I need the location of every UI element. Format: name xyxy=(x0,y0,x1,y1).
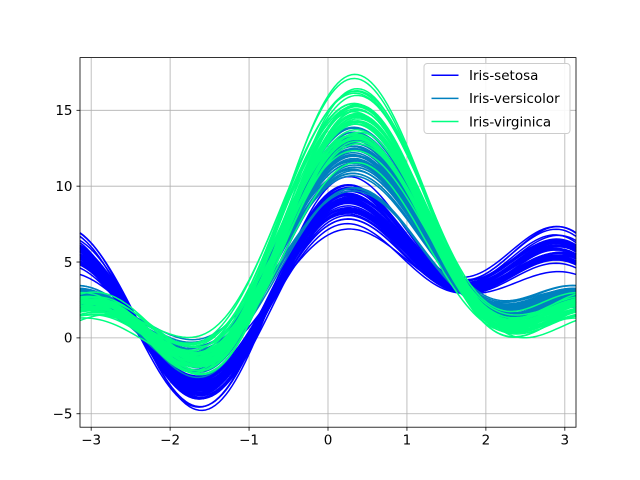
legend-label: Iris-setosa xyxy=(469,68,538,84)
legend: Iris-setosa Iris-versicolor Iris-virginica xyxy=(423,63,571,134)
tick-group: −3 −2 −1 0 1 2 3 −5 0 5 10 15 xyxy=(53,103,570,449)
x-tick-label: 3 xyxy=(561,433,570,449)
y-tick-label: 15 xyxy=(55,103,72,119)
x-tick-label: −2 xyxy=(160,433,180,449)
x-tick-label: −1 xyxy=(239,433,259,449)
andrews-curve-Iris-virginica xyxy=(79,137,577,348)
x-tick-label: −3 xyxy=(81,433,101,449)
andrews-curve-Iris-virginica xyxy=(79,135,577,359)
y-tick-label: −5 xyxy=(53,407,73,423)
andrews-curve-Iris-virginica xyxy=(79,123,577,361)
andrews-curve-Iris-setosa xyxy=(79,184,577,408)
andrews-curve-Iris-setosa xyxy=(79,205,577,386)
x-tick-label: 0 xyxy=(324,433,333,449)
legend-box xyxy=(423,63,571,134)
andrews-curve-Iris-virginica xyxy=(79,133,577,368)
andrews-curve-Iris-setosa xyxy=(79,211,577,387)
y-tick-label: 0 xyxy=(64,331,73,347)
x-tick-label: 2 xyxy=(482,433,491,449)
y-tick-label: 5 xyxy=(64,255,73,271)
andrews-curve-Iris-setosa xyxy=(79,193,577,395)
x-tick-label: 1 xyxy=(403,433,412,449)
curves xyxy=(79,73,577,412)
legend-label: Iris-versicolor xyxy=(469,91,560,107)
y-tick-label: 10 xyxy=(55,179,72,195)
legend-label: Iris-virginica xyxy=(469,114,551,130)
andrews-curve-Iris-virginica xyxy=(79,77,577,372)
